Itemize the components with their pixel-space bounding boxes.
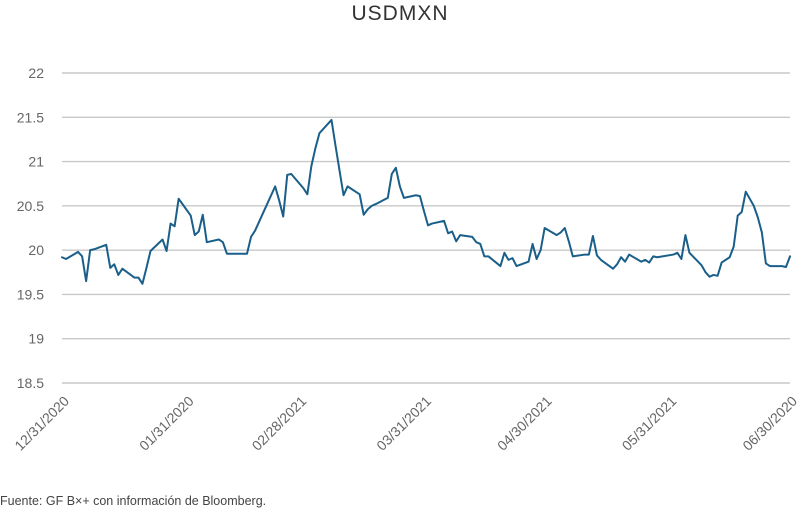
y-tick-label: 21: [28, 154, 44, 170]
y-tick-label: 19: [28, 331, 44, 347]
series-line: [61, 118, 791, 285]
x-axis: 12/31/2020 01/31/2020 02/28/2021 03/31/2021…: [11, 393, 800, 454]
y-tick-label: 21.5: [17, 109, 44, 125]
y-tick-label: 20.5: [17, 198, 44, 214]
y-tick-label: 18.5: [17, 375, 44, 391]
y-axis: 18.5 19 19.5 20 20.5 21 21.5 22: [17, 65, 44, 391]
x-tick-label: 12/31/2020: [11, 393, 72, 454]
x-tick-label: 01/31/2020: [136, 393, 197, 454]
y-tick-label: 22: [28, 65, 44, 81]
chart-title: USDMXN: [351, 2, 449, 25]
x-tick-label: 06/30/2020: [739, 393, 800, 454]
x-tick-label: 05/31/2021: [619, 393, 680, 454]
source-note: Fuente: GF B×+ con información de Bloomb…: [0, 494, 267, 508]
series-layer: [61, 118, 791, 285]
gridlines: [62, 72, 790, 384]
y-tick-label: 20: [28, 242, 44, 258]
x-tick-label: 03/31/2021: [373, 393, 434, 454]
x-tick-label: 04/30/2021: [494, 393, 555, 454]
x-tick-label: 02/28/2021: [249, 393, 310, 454]
y-tick-label: 19.5: [17, 286, 44, 302]
